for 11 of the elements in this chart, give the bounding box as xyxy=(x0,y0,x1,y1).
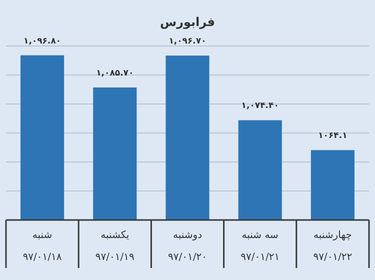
x-tick-label: دوشنبه ۹۷/۰۱/۲۰ xyxy=(168,230,207,263)
chart-title: فرابورس xyxy=(160,15,215,29)
data-label: ۱,۰۹۶.۷۰ xyxy=(168,36,206,47)
x-tick-label: شنبه ۹۷/۰۱/۱۸ xyxy=(22,230,62,263)
x-tick-label: یکشنبه ۹۷/۰۱/۱۹ xyxy=(95,230,134,263)
x-tick-label: سه شنبه ۹۷/۰۱/۲۱ xyxy=(240,230,280,263)
x-tick-label: چهارشنبه ۹۷/۰۱/۲۲ xyxy=(313,230,352,263)
data-label: ۱,۰۹۶.۸۰ xyxy=(24,36,62,46)
data-label: ۱,۰۸۵.۷۰ xyxy=(96,68,134,78)
data-label: ۱۰۶۴.۱ xyxy=(318,131,348,142)
data-label: ۱,۰۷۴.۴۰ xyxy=(241,101,279,112)
